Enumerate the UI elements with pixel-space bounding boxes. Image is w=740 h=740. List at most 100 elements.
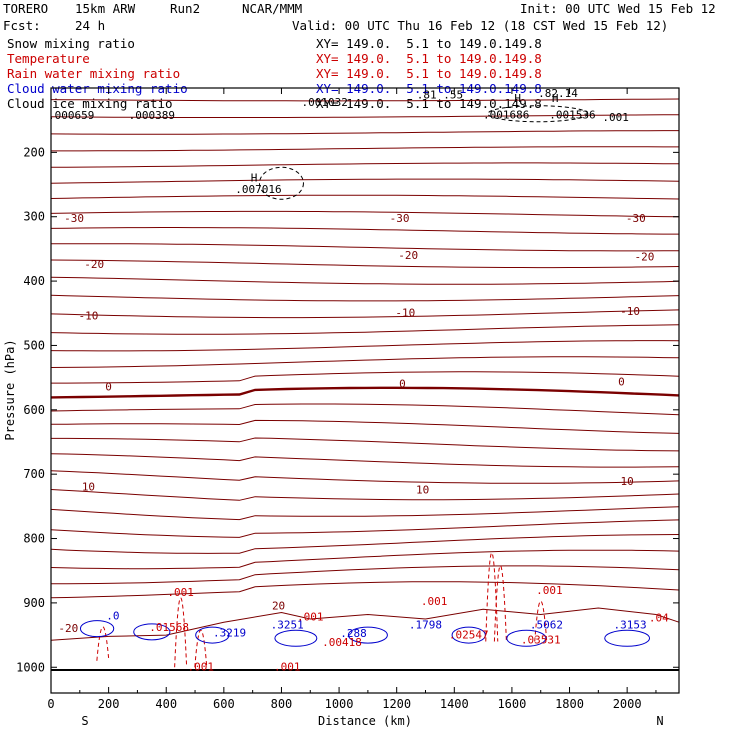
- temperature-contour-line: [50, 419, 680, 434]
- hydrometeor-contours: [79, 105, 651, 668]
- cloud-water-contour: [274, 629, 318, 647]
- temperature-contour-line: [51, 565, 680, 585]
- temperature-contour-line: [50, 114, 680, 118]
- plot-frame: [50, 87, 680, 694]
- model-run: Run2: [170, 1, 201, 16]
- model-name: TORERO: [3, 1, 49, 16]
- forecast-label: Fcst:: [3, 18, 41, 33]
- field-name-rain: Rain water mixing ratio: [7, 66, 181, 81]
- field-xy-snow: XY= 149.0. 5.1 to 149.0.149.8: [316, 36, 542, 51]
- x-axis-label: Distance (km): [318, 714, 412, 728]
- temperature-contour-line: [50, 453, 680, 468]
- cloud-water-label: .3219: [213, 626, 246, 639]
- rain-label: .03531: [521, 633, 561, 646]
- temperature-label: -30: [64, 212, 84, 225]
- temperature-label: -10: [395, 306, 415, 319]
- x-end-right: N: [656, 714, 663, 728]
- x-tick-label: 0: [47, 697, 54, 711]
- cloud-water-label: .5062: [530, 619, 563, 632]
- temperature-contour-line: [50, 259, 680, 269]
- temperature-contour-line: [50, 506, 680, 521]
- snow-label: .007016: [235, 183, 281, 196]
- x-tick-label: 1800: [555, 697, 584, 711]
- temperature-contour-line: [50, 162, 680, 168]
- valid-time: Valid: 00 UTC Thu 16 Feb 12 (18 CST Wed …: [292, 18, 669, 33]
- rain-label: .001: [536, 584, 563, 597]
- rain-label: .001: [297, 610, 324, 623]
- cloud-water-contour: [79, 620, 115, 638]
- snow-label: .001686: [483, 108, 529, 121]
- temperature-contour-line: [50, 227, 679, 235]
- y-tick-label: 600: [23, 403, 45, 417]
- rain-contour: [194, 629, 208, 668]
- temperature-contour-line: [50, 243, 679, 252]
- snow-label: H: [552, 92, 559, 105]
- x-end-left: S: [81, 714, 88, 728]
- axes: 0 200 400 600 800 1000 1200 1400 1600 1800 2000200…: [16, 88, 679, 711]
- field-name-temperature: Temperature: [7, 51, 90, 66]
- y-tick-label: 200: [23, 145, 45, 159]
- rain-label: .001: [274, 660, 301, 673]
- cloud-water-contour: [133, 623, 171, 641]
- temperature-contour-line: [50, 294, 680, 302]
- snow-label: .82.14: [538, 87, 578, 100]
- rain-contour: [174, 597, 188, 668]
- temperature-label: -10: [79, 310, 99, 323]
- field-xy-temperature: XY= 149.0. 5.1 to 149.0.149.8: [316, 51, 542, 66]
- temperature-label: 10: [416, 483, 429, 496]
- temperature-contour-line: [50, 98, 680, 102]
- temperature-label: 20: [272, 599, 285, 612]
- init-time: Init: 00 UTC Wed 15 Feb 12: [520, 1, 716, 16]
- temperature-label: 0: [105, 381, 112, 394]
- temperature-label: -30: [390, 212, 410, 225]
- temperature-contour-line: [50, 489, 680, 501]
- rain-label: .00418: [322, 636, 362, 649]
- temperature-contour-line: [50, 403, 680, 416]
- snow-label: .001032: [301, 96, 347, 109]
- snow-label: .000389: [129, 109, 175, 122]
- temperature-contour-line: [50, 324, 680, 335]
- snow-label: .001: [602, 111, 629, 124]
- temperature-contour-line: [50, 581, 680, 599]
- temperature-contour-line: [50, 549, 680, 570]
- x-tick-label: 200: [98, 697, 120, 711]
- temperature-label: 0: [618, 375, 625, 388]
- temperature-contour-line: [51, 437, 680, 452]
- temperature-label: 10: [82, 480, 95, 493]
- temperature-label: 0: [399, 377, 406, 390]
- snow-label: .001536: [549, 108, 595, 121]
- temperature-label: -10: [620, 305, 640, 318]
- field-name-snow: Snow mixing ratio: [7, 36, 135, 51]
- temperature-contours: [50, 98, 680, 641]
- x-tick-label: 2000: [613, 697, 642, 711]
- y-tick-label: 800: [23, 532, 45, 546]
- rain-label: .02547: [449, 628, 489, 641]
- x-tick-label: 1000: [325, 697, 354, 711]
- temperature-contour-line: [51, 146, 679, 152]
- x-tick-label: 400: [155, 697, 177, 711]
- temperature-contour-20: [50, 607, 680, 641]
- cloud-water-contour: [451, 626, 486, 644]
- rain-label: .001: [167, 586, 194, 599]
- y-tick-label: 900: [23, 596, 45, 610]
- rain-label: .001: [188, 660, 215, 673]
- cloud-water-label: .0: [106, 610, 119, 623]
- cloud-water-contour: [195, 626, 230, 644]
- x-tick-label: 1400: [440, 697, 469, 711]
- temperature-contour-line: [50, 519, 680, 538]
- snow-label: .81 .55: [417, 88, 463, 101]
- temperature-contour-line: [50, 340, 680, 352]
- rain-contour: [534, 600, 548, 642]
- temperature-label: -20: [634, 250, 654, 263]
- forecast-hours: 24 h: [75, 18, 106, 33]
- temperature-label: -20: [58, 622, 78, 635]
- y-tick-label: 400: [23, 274, 45, 288]
- contour-labels: -30 -30 -30 -20 -20 -20 -10 -10 -10 0 0 0 10 10 10 20 -2…: [48, 87, 669, 673]
- temperature-contour-line: [50, 210, 680, 218]
- rain-contour: [96, 626, 110, 661]
- snow-contour: [258, 166, 304, 200]
- x-tick-label: 1200: [382, 697, 411, 711]
- snow-label: H: [251, 171, 258, 184]
- temperature-label: -20: [398, 249, 418, 262]
